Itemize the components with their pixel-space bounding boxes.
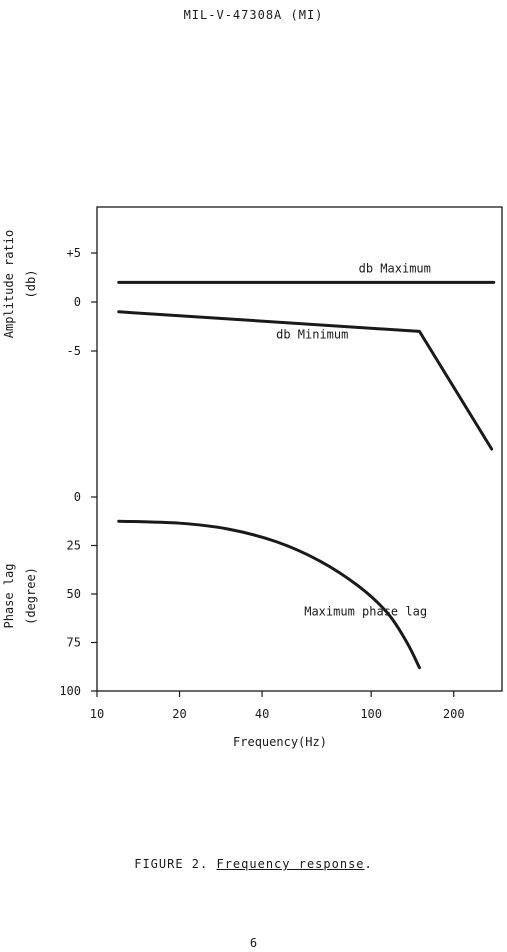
- x-axis-label: Frequency(Hz): [233, 735, 327, 749]
- maximum-phase-lag-label: Maximum phase lag: [304, 604, 427, 618]
- x-tick-label: 40: [255, 707, 269, 721]
- phase-axis-unit: (degree): [24, 567, 38, 625]
- y-tick-label: 0: [74, 295, 81, 309]
- amplitude-axis-ticks: +5 0 -5: [67, 246, 97, 358]
- amplitude-axis-unit: (db): [24, 270, 38, 299]
- x-tick-label: 200: [443, 707, 465, 721]
- phase-axis-ticks: 0 25 50 75 100: [59, 490, 97, 698]
- x-tick-label: 100: [360, 707, 382, 721]
- y-tick-label: +5: [67, 246, 81, 260]
- chart-series: [117, 280, 496, 670]
- y-tick-label: -5: [67, 344, 81, 358]
- caption-title: Frequency response: [216, 857, 365, 871]
- y-tick-label: 75: [67, 636, 81, 650]
- caption-period: .: [364, 857, 373, 871]
- amplitude-axis-label: Amplitude ratio: [2, 230, 16, 338]
- y-tick-label: 50: [67, 587, 81, 601]
- page-number: 6: [249, 936, 258, 950]
- figure-caption: FIGURE 2. Frequency response.: [0, 857, 507, 871]
- db-maximum-label: db Maximum: [359, 262, 431, 276]
- phase-axis-label: Phase lag: [2, 563, 16, 628]
- x-tick-label: 10: [90, 707, 104, 721]
- caption-label: FIGURE 2.: [134, 857, 209, 871]
- x-axis-ticks: 10 20 40 100 200: [90, 691, 465, 721]
- db-minimum-line: [117, 310, 494, 451]
- chart-annotations: db Maximum db Minimum Maximum phase lag: [276, 262, 431, 619]
- y-tick-label: 25: [67, 539, 81, 553]
- y-axis-labels: Amplitude ratio (db) Phase lag (degree): [2, 230, 38, 629]
- maximum-phase-lag-curve: [117, 519, 421, 670]
- db-minimum-label: db Minimum: [276, 327, 348, 341]
- plot-frame: [96, 206, 503, 692]
- y-tick-label: 0: [74, 490, 81, 504]
- y-tick-label: 100: [59, 684, 81, 698]
- x-tick-label: 20: [172, 707, 186, 721]
- document-header: MIL-V-47308A (MI): [183, 8, 324, 22]
